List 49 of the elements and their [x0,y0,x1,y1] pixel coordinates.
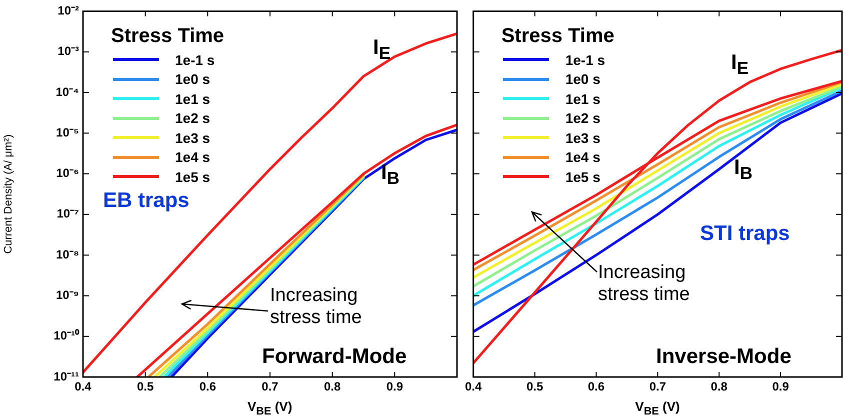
x-tick-label: 0.5 [526,380,544,394]
annotation: Forward-Mode [262,345,407,369]
y-axis-title: Current Density (A/ μm²) [2,134,15,254]
legend-title: Stress Time [501,25,614,48]
legend-label: 1e5 s [565,168,600,185]
legend-label: 1e1 s [175,90,210,107]
y-tick-label: 10⁻⁹ [56,288,79,302]
annotation: STI traps [700,222,790,246]
x-axis-title: V$_{BE}$ (V) [635,399,680,418]
x-tick-label: 0.5 [136,380,154,394]
annotation: I$_{B}$ [381,161,400,190]
x-tick-label: 0.7 [649,380,666,394]
annotation: I$_{B}$ [734,156,752,184]
legend-label: 1e-1 s [565,52,606,68]
x-tick-label: 0.8 [710,380,728,394]
legend-label: 1e2 s [175,110,210,126]
legend-label: 1e5 s [175,168,210,185]
annotation: Increasing stress time [598,262,691,306]
y-tick-label: 10⁻³ [58,44,80,58]
y-tick-label: 10⁻⁴ [56,84,80,99]
annotation: Increasing stress time [270,285,363,329]
legend-label: 1e3 s [565,130,600,146]
x-tick-label: 0.6 [588,380,605,394]
y-tick-label: 10⁻⁷ [56,206,80,221]
y-tick-label: 10⁻⁶ [56,166,79,180]
legend-label: 1e3 s [175,130,210,146]
legend-label: 1e-1 s [175,52,215,68]
y-tick-label: 10⁻² [58,4,80,18]
y-tick-label: 10⁻⁵ [56,125,79,140]
x-tick-label: 0.4 [464,380,482,394]
x-tick-label: 0.8 [324,380,341,394]
x-tick-label: 0.7 [262,380,279,394]
annotation: I$_{E}$ [731,51,749,80]
legend-label: 1e0 s [565,71,600,88]
x-tick-label: 0.9 [386,380,404,394]
legend-label: 1e0 s [175,71,210,88]
annotation: Inverse-Mode [656,345,792,369]
annotation: I$_{E}$ [373,36,391,64]
legend-label: 1e4 s [175,149,210,166]
annotation: EB traps [103,189,190,213]
x-tick-label: 0.9 [772,380,790,394]
legend-title: Stress Time [111,25,224,48]
legend-label: 1e2 s [565,110,600,126]
x-tick-label: 0.6 [199,380,216,394]
legend-label: 1e4 s [565,149,600,166]
x-axis-title: V$_{BE}$ (V) [248,399,292,418]
legend-label: 1e1 s [565,90,600,107]
y-tick-label: 10⁻⁸ [56,247,79,262]
y-tick-label: 10⁻¹⁰ [54,328,80,343]
